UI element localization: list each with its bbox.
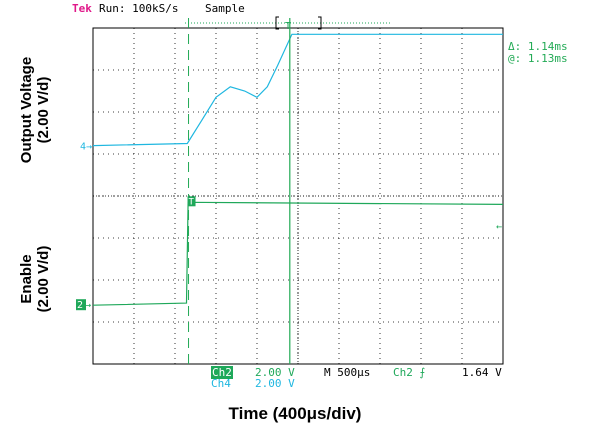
traces: [92, 33, 504, 306]
x-axis-label: Time (400μs/div): [228, 404, 362, 423]
cursors: [188, 18, 291, 364]
ch2-label: Ch2: [211, 366, 233, 379]
trigger-channel: Ch2 ⨍: [393, 366, 426, 379]
timebase-readout: M 500μs: [324, 366, 371, 379]
acquisition-mode: Sample: [205, 2, 245, 15]
trigger-position-marker: T: [285, 21, 291, 32]
cursor-position-readout: @: 1.13ms: [508, 52, 568, 65]
ch2-scale: 2.00 V: [255, 366, 295, 379]
ch2-level-marker-box: [76, 299, 86, 311]
ch4-level-marker: 4→: [80, 142, 92, 153]
cursor-delta-readout: Δ: 1.14ms: [508, 40, 568, 53]
record-window-bracket: [275, 16, 322, 30]
trigger-marker: T: [189, 197, 195, 207]
trace-output-voltage: [92, 33, 503, 147]
ch2-level-marker: 2: [77, 300, 83, 311]
trace-enable: [92, 201, 504, 306]
graticule: [92, 16, 504, 365]
ch4-label: Ch4: [211, 377, 231, 390]
trigger-level-arrow: ←: [496, 221, 502, 232]
ch4-scale: 2.00 V: [255, 377, 295, 390]
trigger-level: 1.64 V: [462, 366, 502, 379]
acquisition-status: Run: 100kS/s: [99, 2, 179, 15]
trigger-marker-box: [187, 196, 196, 207]
markers: 4→ 2 → T T ←: [76, 21, 502, 311]
ch2-level-arrow: →: [85, 300, 91, 311]
brand-label: Tek: [72, 2, 92, 15]
